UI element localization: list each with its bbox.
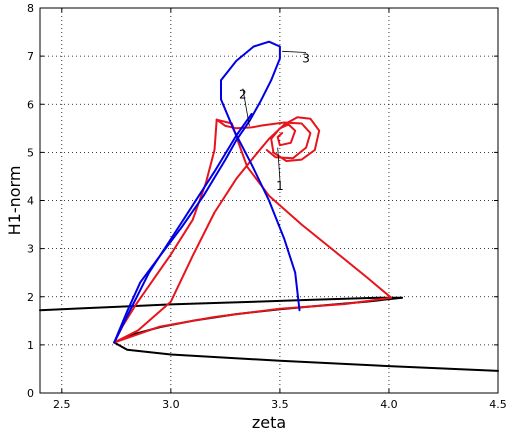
y-tick-label: 7 (27, 50, 34, 63)
x-tick-label: 3.5 (271, 398, 289, 411)
series-2-line (215, 118, 264, 130)
annotation-label: 3 (302, 52, 310, 66)
series-2-line (261, 121, 312, 160)
y-tick-label: 2 (27, 291, 34, 304)
series-3-line (113, 112, 253, 344)
series-1-line (39, 296, 403, 312)
x-tick-label: 4.0 (380, 398, 398, 411)
series-2-line (113, 116, 321, 344)
annotation-leader (282, 50, 307, 53)
y-tick-label: 3 (27, 243, 34, 256)
annotation-leader (242, 88, 250, 126)
x-tick-label: 2.5 (53, 398, 71, 411)
x-tick-label: 3.0 (162, 398, 180, 411)
series-layer (39, 40, 499, 372)
y-tick-label: 0 (27, 387, 34, 400)
x-tick-label: 4.5 (489, 398, 507, 411)
annotation-label: 1 (276, 179, 284, 193)
y-axis-label: H1-norm (5, 166, 24, 236)
annotations: 1 2 3 (239, 50, 310, 193)
series-3-line (113, 40, 301, 344)
annotation-leader (277, 147, 281, 181)
series-2-line (113, 296, 393, 344)
ticks: 2.5 3.0 3.5 4.0 4.5 0 1 2 3 4 5 6 7 8 (27, 2, 507, 411)
y-tick-label: 1 (27, 339, 34, 352)
y-tick-label: 6 (27, 98, 34, 111)
series-2-line (113, 118, 218, 344)
y-tick-label: 5 (27, 146, 34, 159)
y-tick-label: 4 (27, 195, 34, 208)
annotation-label: 2 (239, 88, 247, 102)
x-axis-label: zeta (252, 413, 286, 432)
y-tick-label: 8 (27, 2, 34, 15)
series-1-line (113, 341, 499, 372)
